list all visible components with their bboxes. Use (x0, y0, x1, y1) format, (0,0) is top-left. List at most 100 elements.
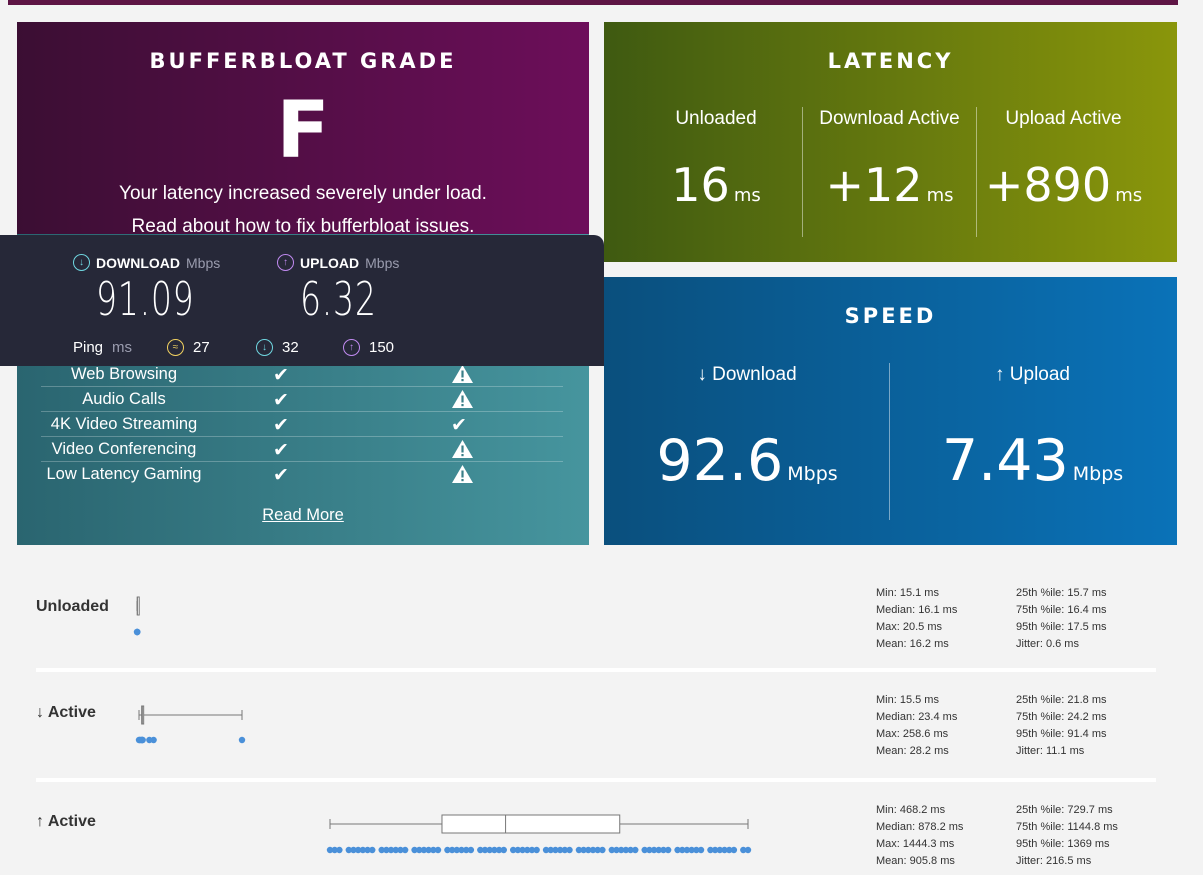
stat-left-unloaded: Min: 15.1 ms Median: 16.1 ms Max: 20.5 m… (876, 585, 957, 653)
boxplot-unloaded (133, 596, 141, 636)
stat-median: Median: 878.2 ms (876, 821, 964, 833)
read-more-link[interactable]: Read More (262, 506, 344, 524)
sample-dot (740, 846, 747, 854)
sample-dot (632, 846, 639, 854)
latency-unloaded-head: Unloaded (675, 108, 757, 129)
sample-dot (425, 846, 432, 854)
upload-label-group: ↑ UPLOAD Mbps (277, 254, 399, 271)
download-value: 91.09 (96, 272, 195, 326)
impact-row-name: Low Latency Gaming (46, 465, 202, 483)
sample-dot (547, 846, 554, 854)
upload-arrow-icon: ↑ (277, 254, 294, 271)
download-unit: Mbps (186, 254, 221, 271)
ping-download: ↓ 32 (256, 339, 299, 356)
boxplot-download-active (135, 705, 246, 744)
iqr-box (441, 814, 621, 834)
stat-p75: 75th %ile: 16.4 ms (1016, 604, 1107, 616)
stat-mean: Mean: 28.2 ms (876, 745, 949, 757)
sample-dot (744, 846, 752, 854)
warning-icon (451, 439, 474, 464)
sample-dot (458, 846, 465, 854)
sample-dot (444, 846, 451, 854)
sample-dot (617, 846, 625, 854)
sample-dot (664, 846, 672, 854)
sample-dot (679, 846, 686, 854)
sample-dot (416, 846, 423, 854)
sample-dot (641, 846, 648, 854)
impact-row: Audio Calls ✔ (41, 387, 563, 412)
warning-icon (451, 464, 474, 489)
download-latency-icon: ↓ (256, 339, 273, 356)
sample-dot (448, 846, 456, 854)
sample-dot (575, 846, 583, 854)
sample-dot (486, 846, 493, 854)
sample-dot (481, 846, 489, 854)
stat-row-unloaded: Unloaded Min: 15.1 ms Median: 16.1 ms Ma… (36, 560, 1156, 672)
speedtest-overlay: ↓ DOWNLOAD Mbps 91.09 ↑ UPLOAD Mbps 6.32… (0, 235, 604, 366)
impact-row-name: 4K Video Streaming (50, 415, 198, 433)
sample-dot (622, 846, 630, 854)
stat-label-download-active: ↓ Active (36, 704, 96, 721)
stat-left-download-active: Min: 15.5 ms Median: 23.4 ms Max: 258.6 … (876, 692, 957, 760)
sample-dot (420, 846, 428, 854)
stat-max: Max: 1444.3 ms (876, 838, 955, 850)
sample-dot (660, 846, 667, 854)
ping-idle: ≈ 27 (167, 339, 210, 356)
sample-dot (336, 846, 343, 854)
stat-max: Max: 20.5 ms (876, 621, 943, 633)
stat-left-upload-active: Min: 468.2 ms Median: 878.2 ms Max: 1444… (876, 802, 963, 870)
warning-icon (451, 389, 474, 414)
stat-row-download-active: ↓ Active Min: 15.5 ms Median: 23.4 ms Ma… (36, 672, 1156, 782)
stat-p25: 25th %ile: 15.7 ms (1016, 587, 1107, 599)
sample-dot (238, 736, 246, 744)
sample-dot (613, 846, 620, 854)
stat-min: Min: 15.1 ms (876, 587, 939, 599)
stat-jitter: Jitter: 0.6 ms (1016, 638, 1079, 650)
check-icon: ✔ (273, 465, 289, 486)
sample-dot (495, 846, 503, 854)
grade-title: BUFFERBLOAT GRADE (149, 49, 457, 73)
sample-dot (467, 846, 475, 854)
stat-label-upload-active: ↑ Active (36, 813, 96, 830)
grade-letter: F (276, 86, 330, 176)
speed-download-head: ↓ Download (697, 364, 797, 385)
speed-download: ↓ Download 92.6 Mbps (604, 363, 890, 494)
stat-median: Median: 16.1 ms (876, 604, 958, 616)
warning-icon (451, 364, 474, 389)
impact-row: Video Conferencing ✔ (41, 437, 563, 462)
latency-download-unit: ms (926, 185, 954, 206)
ping-upload-value: 150 (369, 339, 395, 356)
sample-dot (387, 846, 395, 854)
sample-dot (707, 846, 714, 854)
sample-dot (397, 846, 404, 854)
speed-upload: ↑ Upload 7.43 Mbps (889, 363, 1175, 520)
stat-p25: 25th %ile: 729.7 ms (1016, 804, 1113, 816)
stat-right-upload-active: 25th %ile: 729.7 ms 75th %ile: 1144.8 ms… (1016, 802, 1118, 870)
speed-download-value: 92.6 (656, 428, 784, 494)
check-icon: ✔ (273, 440, 289, 461)
sample-dot (646, 846, 653, 854)
speed-upload-head: ↑ Upload (995, 364, 1070, 385)
stat-p95: 95th %ile: 17.5 ms (1016, 621, 1107, 633)
sample-dot (711, 846, 719, 854)
sample-dot (585, 846, 592, 854)
sample-dot (345, 846, 352, 854)
sample-dot (453, 846, 461, 854)
latency-unloaded-unit: ms (733, 185, 761, 206)
stat-min: Min: 15.5 ms (876, 694, 939, 706)
stat-p75: 75th %ile: 24.2 ms (1016, 711, 1107, 723)
speed-download-unit: Mbps (787, 463, 838, 485)
impact-row-name: Audio Calls (82, 390, 166, 408)
sample-dot (350, 846, 357, 854)
ping-row: Ping ms (73, 339, 132, 356)
latency-upload-active: Upload Active +890 ms (976, 107, 1150, 237)
fix-bufferbloat-link[interactable]: Read about how to fix bufferbloat issues… (131, 216, 475, 237)
sample-dot (364, 846, 371, 854)
stat-max: Max: 258.6 ms (876, 728, 949, 740)
sample-dot (359, 846, 367, 854)
sample-dot (655, 846, 662, 854)
sample-dot (134, 628, 141, 636)
check-icon: ✔ (273, 365, 289, 386)
impact-row-name: Web Browsing (70, 365, 178, 383)
